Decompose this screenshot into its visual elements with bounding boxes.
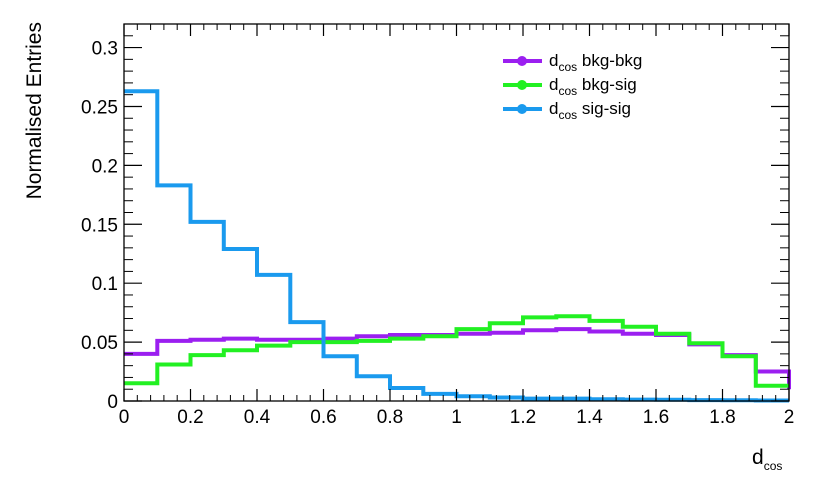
x-tick-label: 1.6 [643, 407, 669, 428]
y-tick-label: 0.05 [81, 333, 118, 354]
y-tick-label: 0.2 [92, 156, 118, 177]
y-tick-label: 0.1 [92, 274, 118, 295]
y-tick-label: 0 [107, 392, 118, 413]
legend-label: dcos sig-sig [549, 99, 631, 122]
legend-marker [517, 80, 527, 90]
histogram-series-bkg-sig [124, 314, 789, 388]
y-tick-label: 0.25 [81, 97, 118, 118]
legend-label: dcos bkg-bkg [549, 51, 642, 74]
x-tick-label: 0.4 [244, 407, 271, 428]
x-tick-label: 1 [451, 407, 462, 428]
legend-marker [517, 56, 527, 66]
y-tick-label: 0.3 [92, 39, 118, 60]
x-tick-label: 1.4 [576, 407, 603, 428]
x-axis-title-subscript: cos [764, 459, 783, 473]
x-tick-label: 0.6 [310, 407, 336, 428]
axis-ticks [123, 23, 790, 402]
tick-labels: 0 0.2 0.4 0.6 0.8 1 1.2 1.4 1.6 1.8 2 0 0.05 0.1 0.15 0… [81, 39, 794, 428]
x-tick-label: 0 [119, 407, 130, 428]
x-tick-label: 2 [784, 407, 795, 428]
y-axis-title: Normalised Entries [23, 22, 46, 199]
x-tick-label: 0.2 [177, 407, 203, 428]
y-tick-label: 0.15 [81, 215, 118, 236]
x-tick-label: 1.8 [709, 407, 735, 428]
x-tick-label: 0.8 [377, 407, 403, 428]
histogram-series-layer [124, 89, 791, 403]
legend-label: dcos bkg-sig [549, 75, 637, 98]
legend-marker [517, 104, 527, 114]
x-axis-title-main: d [752, 446, 764, 469]
x-axis-title: dcos [752, 446, 782, 473]
x-tick-label: 1.2 [510, 407, 536, 428]
